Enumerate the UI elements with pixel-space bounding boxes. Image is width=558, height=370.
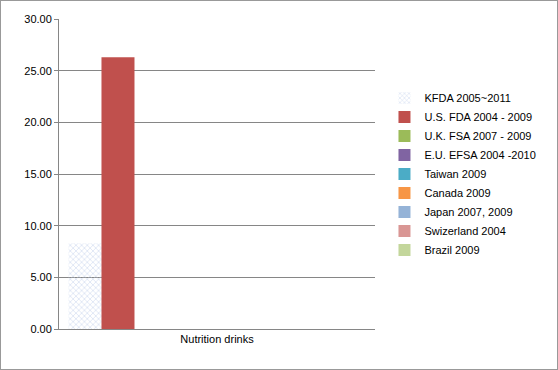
svg-text:Swizerland 2004: Swizerland 2004 — [424, 225, 505, 237]
svg-text:U.S. FDA 2004 - 2009: U.S. FDA 2004 - 2009 — [424, 111, 532, 123]
svg-text:30.00: 30.00 — [24, 13, 52, 25]
svg-text:U.K. FSA 2007 - 2009: U.K. FSA 2007 - 2009 — [424, 130, 531, 142]
svg-text:Brazil 2009: Brazil 2009 — [424, 244, 479, 256]
svg-text:E.U. EFSA 2004 -2010: E.U. EFSA 2004 -2010 — [424, 149, 535, 161]
svg-text:Taiwan 2009: Taiwan 2009 — [424, 168, 486, 180]
svg-text:20.00: 20.00 — [24, 116, 52, 128]
svg-text:Japan 2007, 2009: Japan 2007, 2009 — [424, 206, 512, 218]
svg-text:Canada 2009: Canada 2009 — [424, 187, 490, 199]
svg-text:25.00: 25.00 — [24, 65, 52, 77]
svg-text:KFDA 2005~2011: KFDA 2005~2011 — [424, 92, 510, 104]
svg-text:Nutrition drinks: Nutrition drinks — [180, 333, 254, 345]
svg-text:15.00: 15.00 — [24, 168, 52, 180]
svg-text:0.00: 0.00 — [30, 323, 51, 335]
svg-text:5.00: 5.00 — [30, 271, 51, 283]
svg-text:10.00: 10.00 — [24, 220, 52, 232]
